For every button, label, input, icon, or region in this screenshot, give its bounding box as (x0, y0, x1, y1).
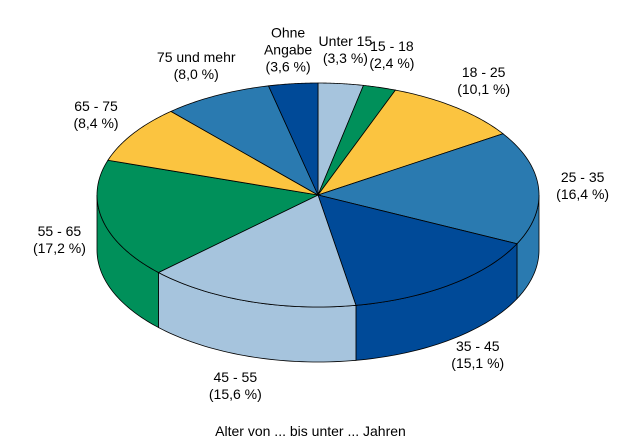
value-label: (16,4 %) (556, 185, 610, 202)
value-label: (15,1 %) (451, 355, 505, 372)
category-label: 45 - 55 (213, 368, 258, 385)
slice-label: 18 - 25 (10,1 %) (457, 64, 510, 98)
slice-label: 75 und mehr (8,0 %) (157, 49, 236, 83)
slice (96, 159, 320, 273)
slice-label: 55 - 65 (17,2 %) (33, 223, 86, 257)
slice (316, 133, 540, 245)
value-label: (8,4 %) (73, 115, 119, 132)
slice (267, 82, 319, 196)
slice-label: 25 - 35 (16,4 %) (556, 169, 609, 203)
slice-label: 15 - 18 (2,4 %) (369, 38, 414, 72)
slice-label: 35 - 45 (15,1 %) (451, 338, 504, 372)
category-label: 25 - 35 (560, 168, 605, 185)
value-label: (2,4 %) (369, 55, 415, 72)
slice-label: Unter 15 (3,3 %) (319, 33, 373, 67)
slice (170, 85, 319, 196)
slice (317, 84, 397, 196)
value-label: (3,3 %) (322, 50, 368, 67)
slice (316, 89, 504, 196)
slice-label: Ohne Angabe (3,6 %) (263, 25, 313, 76)
category-label: Ohne Angabe (263, 24, 313, 58)
slice (107, 110, 319, 196)
category-label: 15 - 18 (370, 38, 414, 55)
value-label: (8,0 %) (173, 65, 219, 82)
category-label: 18 - 25 (461, 64, 506, 81)
category-label: 55 - 65 (37, 222, 82, 239)
slice-label: 65 - 75 (8,4 %) (73, 98, 118, 132)
category-label: 35 - 45 (455, 338, 500, 355)
value-label: (17,2 %) (32, 239, 86, 256)
value-label: (15,6 %) (208, 385, 262, 402)
category-label: 65 - 75 (74, 98, 118, 115)
slice (157, 194, 357, 308)
slice-label: 45 - 55 (15,6 %) (209, 369, 262, 403)
value-label: (10,1 %) (457, 81, 511, 98)
chart-title: Alter von ... bis unter ... Jahren (215, 423, 406, 439)
category-label: 75 und mehr (156, 48, 236, 65)
category-label: Unter 15 (318, 33, 373, 50)
slice (317, 194, 518, 306)
value-label: (3,6 %) (265, 58, 311, 75)
